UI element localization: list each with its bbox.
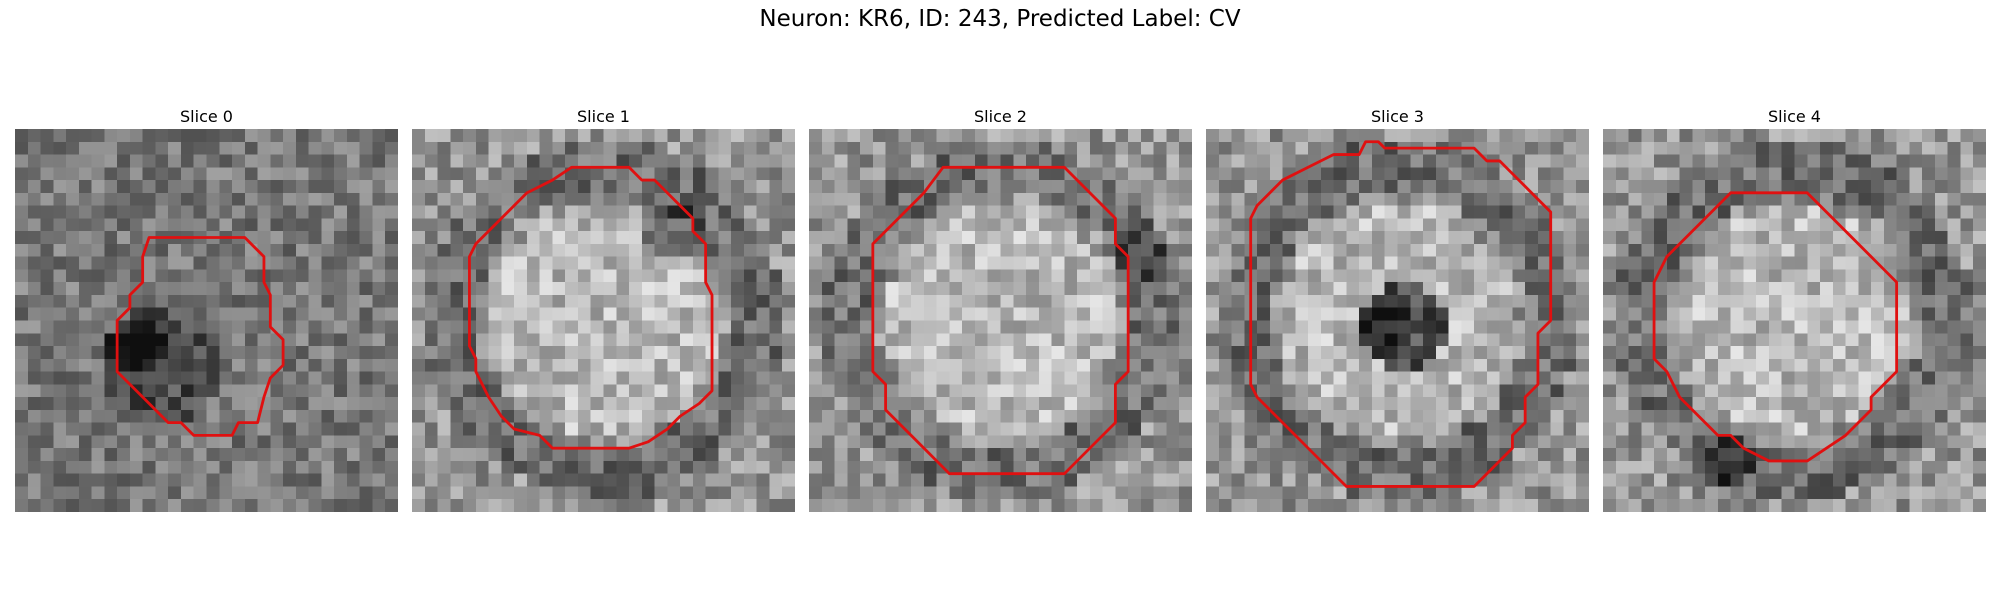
cell-contour (1652, 191, 1899, 463)
slice-panel-2: Slice 2 (809, 105, 1192, 512)
slice-title: Slice 1 (577, 107, 630, 126)
slice-panel-4: Slice 4 (1603, 105, 1986, 512)
slice-image (1206, 129, 1589, 512)
figure-title: Neuron: KR6, ID: 243, Predicted Label: C… (759, 6, 1241, 32)
slice-title: Slice 2 (974, 107, 1027, 126)
slice-title: Slice 3 (1371, 107, 1424, 126)
slice-panel-1: Slice 1 (412, 105, 795, 512)
slice-panel-3: Slice 3 (1206, 105, 1589, 512)
cell-contour (871, 165, 1130, 476)
slice-image (1603, 129, 1986, 512)
slice-image (412, 129, 795, 512)
slice-panel-0: Slice 0 (15, 105, 398, 512)
cell-contour (468, 165, 714, 450)
cell-contour (1249, 140, 1553, 488)
slice-image (15, 129, 398, 512)
slice-title: Slice 4 (1768, 107, 1821, 126)
slice-image (809, 129, 1192, 512)
cell-contour (115, 236, 285, 437)
slice-title: Slice 0 (180, 107, 233, 126)
